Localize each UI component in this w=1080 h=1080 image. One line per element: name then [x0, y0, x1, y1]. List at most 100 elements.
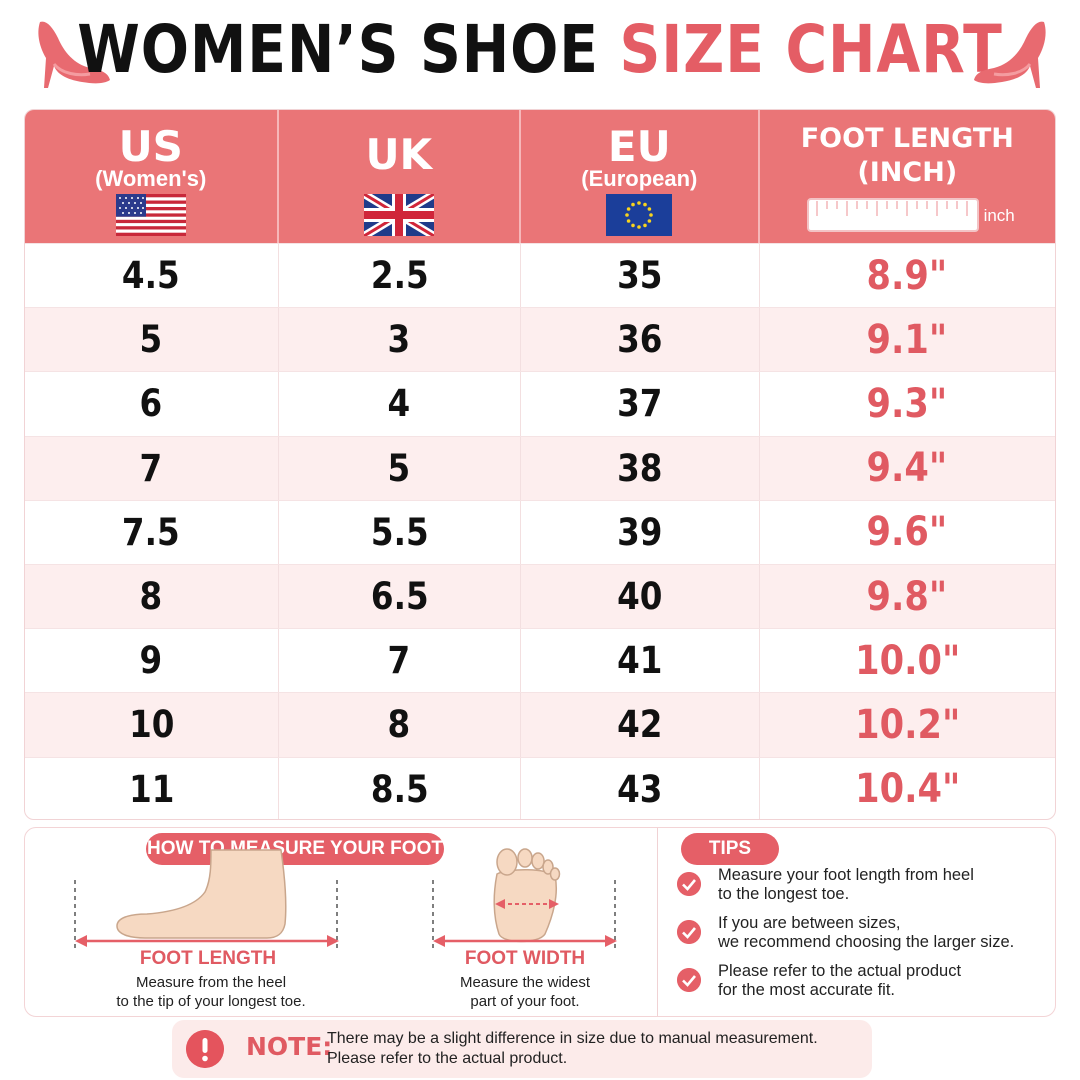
ruler-unit-label: inch [983, 206, 1015, 225]
ruler-icon [806, 198, 979, 232]
cell-uk: 7 [279, 629, 522, 693]
header-length-line1: FOOT LENGTH [800, 123, 1014, 154]
cell-eu: 41 [521, 629, 760, 693]
cell-eu: 35 [521, 244, 760, 308]
cell-uk-value: 6.5 [370, 575, 429, 619]
cell-foot-length-value: 10.0" [854, 637, 960, 684]
cell-foot-length: 9.6" [760, 501, 1055, 564]
cell-foot-length-value: 8.9" [866, 252, 948, 299]
foot-length-desc-2: to the tip of your longest toe. [116, 993, 306, 1010]
header-us: US (Women's) [25, 110, 279, 243]
cell-eu: 37 [521, 372, 760, 436]
cell-us: 9 [25, 629, 279, 693]
page-title: WOMEN’S SHOE SIZE CHART [76, 8, 1005, 92]
cell-eu: 39 [521, 500, 760, 564]
cell-foot-length: 10.0" [760, 629, 1055, 692]
tip-1-line-1: Measure your foot length from heel [718, 866, 974, 884]
cell-us-value: 5 [139, 318, 163, 362]
header-eu-sub: (European) [581, 166, 698, 191]
table-row: 10 8 42 10.2" [25, 692, 1055, 757]
foot-length-arrow [75, 935, 339, 947]
cell-uk-value: 3 [387, 318, 411, 362]
foot-width-label: FOOT WIDTH [464, 948, 586, 969]
cell-eu-value: 37 [617, 382, 663, 426]
header-eu-label: EU [607, 122, 671, 171]
cell-uk-value: 8 [387, 703, 411, 747]
cell-eu: 40 [521, 564, 760, 629]
cell-eu: 36 [521, 308, 760, 372]
cell-foot-length: 10.4" [760, 758, 1055, 820]
cell-eu-value: 42 [617, 703, 663, 747]
cell-us-value: 7 [139, 446, 163, 490]
cell-us: 4.5 [25, 244, 279, 308]
tips-heading: TIPS [681, 833, 779, 865]
cell-eu-value: 38 [617, 446, 663, 490]
cell-eu-value: 36 [617, 318, 663, 362]
table-row: 6 4 37 9.3" [25, 371, 1055, 436]
cell-uk: 5.5 [279, 500, 522, 564]
note-line-1: There may be a slight difference in size… [327, 1030, 818, 1047]
cell-us-value: 6 [139, 382, 163, 426]
info-panel: HOW TO MEASURE YOUR FOOT FOOT LENGTH Mea… [24, 827, 1056, 1017]
cell-us-value: 7.5 [122, 510, 181, 554]
table-row: 4.5 2.5 35 8.9" [25, 243, 1055, 308]
cell-uk: 3 [279, 308, 522, 372]
tip-3-line-1: Please refer to the actual product [718, 962, 962, 980]
cell-foot-length-value: 10.4" [854, 766, 960, 813]
table-header: US (Women's) UK [25, 110, 1055, 243]
cell-foot-length-value: 9.6" [866, 509, 948, 556]
cell-uk-value: 5 [387, 446, 411, 490]
foot-length-desc-1: Measure from the heel [135, 974, 287, 991]
cell-uk: 8.5 [279, 757, 522, 819]
header-eu: EU (European) [521, 110, 760, 243]
note-box: NOTE: There may be a slight difference i… [172, 1020, 872, 1078]
tip-3-line-2: for the most accurate fit. [718, 981, 895, 999]
cell-us-value: 11 [128, 767, 174, 811]
cell-eu: 43 [521, 757, 760, 819]
cell-uk-value: 4 [387, 382, 411, 426]
foot-width-desc-1: Measure the widest [459, 974, 591, 991]
cell-uk-value: 8.5 [370, 767, 429, 811]
cell-eu-value: 39 [617, 510, 663, 554]
title-part-1: WOMEN’S SHOE [77, 11, 599, 88]
cell-uk: 4 [279, 372, 522, 436]
table-row: 7.5 5.5 39 9.6" [25, 499, 1055, 564]
exclamation-icon [186, 1030, 224, 1068]
cell-foot-length: 9.1" [760, 308, 1055, 371]
cell-eu-value: 40 [617, 575, 663, 619]
header-uk: UK [279, 110, 522, 243]
cell-us: 8 [25, 564, 279, 629]
cell-uk: 2.5 [279, 244, 522, 308]
check-icon [677, 872, 701, 896]
cell-us-value: 8 [139, 575, 163, 619]
size-chart-table: US (Women's) UK [24, 109, 1056, 820]
us-flag-icon [115, 194, 186, 236]
cell-foot-length: 8.9" [760, 244, 1055, 307]
table-row: 11 8.5 43 10.4" [25, 756, 1055, 820]
tip-1-line-2: to the longest toe. [718, 885, 850, 903]
cell-uk: 6.5 [279, 564, 522, 629]
cell-uk-value: 7 [387, 639, 411, 683]
high-heel-icon [974, 21, 1046, 88]
table-row: 5 3 36 9.1" [25, 307, 1055, 372]
title-part-2: SIZE CHART [619, 11, 1003, 88]
cell-eu: 38 [521, 436, 760, 500]
cell-us: 10 [25, 693, 279, 757]
panel-divider [657, 828, 658, 1016]
cell-us: 5 [25, 308, 279, 372]
cell-eu-value: 35 [617, 254, 663, 298]
measure-heading: HOW TO MEASURE YOUR FOOT [146, 833, 444, 865]
title-area: WOMEN’S SHOE SIZE CHART [0, 0, 1080, 108]
cell-us-value: 9 [139, 639, 163, 683]
tip-2-line-1: If you are between sizes, [718, 914, 901, 932]
cell-uk-value: 2.5 [370, 254, 429, 298]
header-foot-length: FOOT LENGTH (INCH) inch [760, 110, 1055, 243]
cell-foot-length: 9.8" [760, 565, 1055, 628]
header-us-sub: (Women's) [95, 166, 207, 191]
high-heel-icon [38, 21, 110, 88]
cell-uk-value: 5.5 [370, 510, 429, 554]
eu-flag-icon [606, 194, 673, 236]
cell-eu-value: 41 [617, 639, 663, 683]
table-row: 7 5 38 9.4" [25, 435, 1055, 500]
check-icon [677, 920, 701, 944]
